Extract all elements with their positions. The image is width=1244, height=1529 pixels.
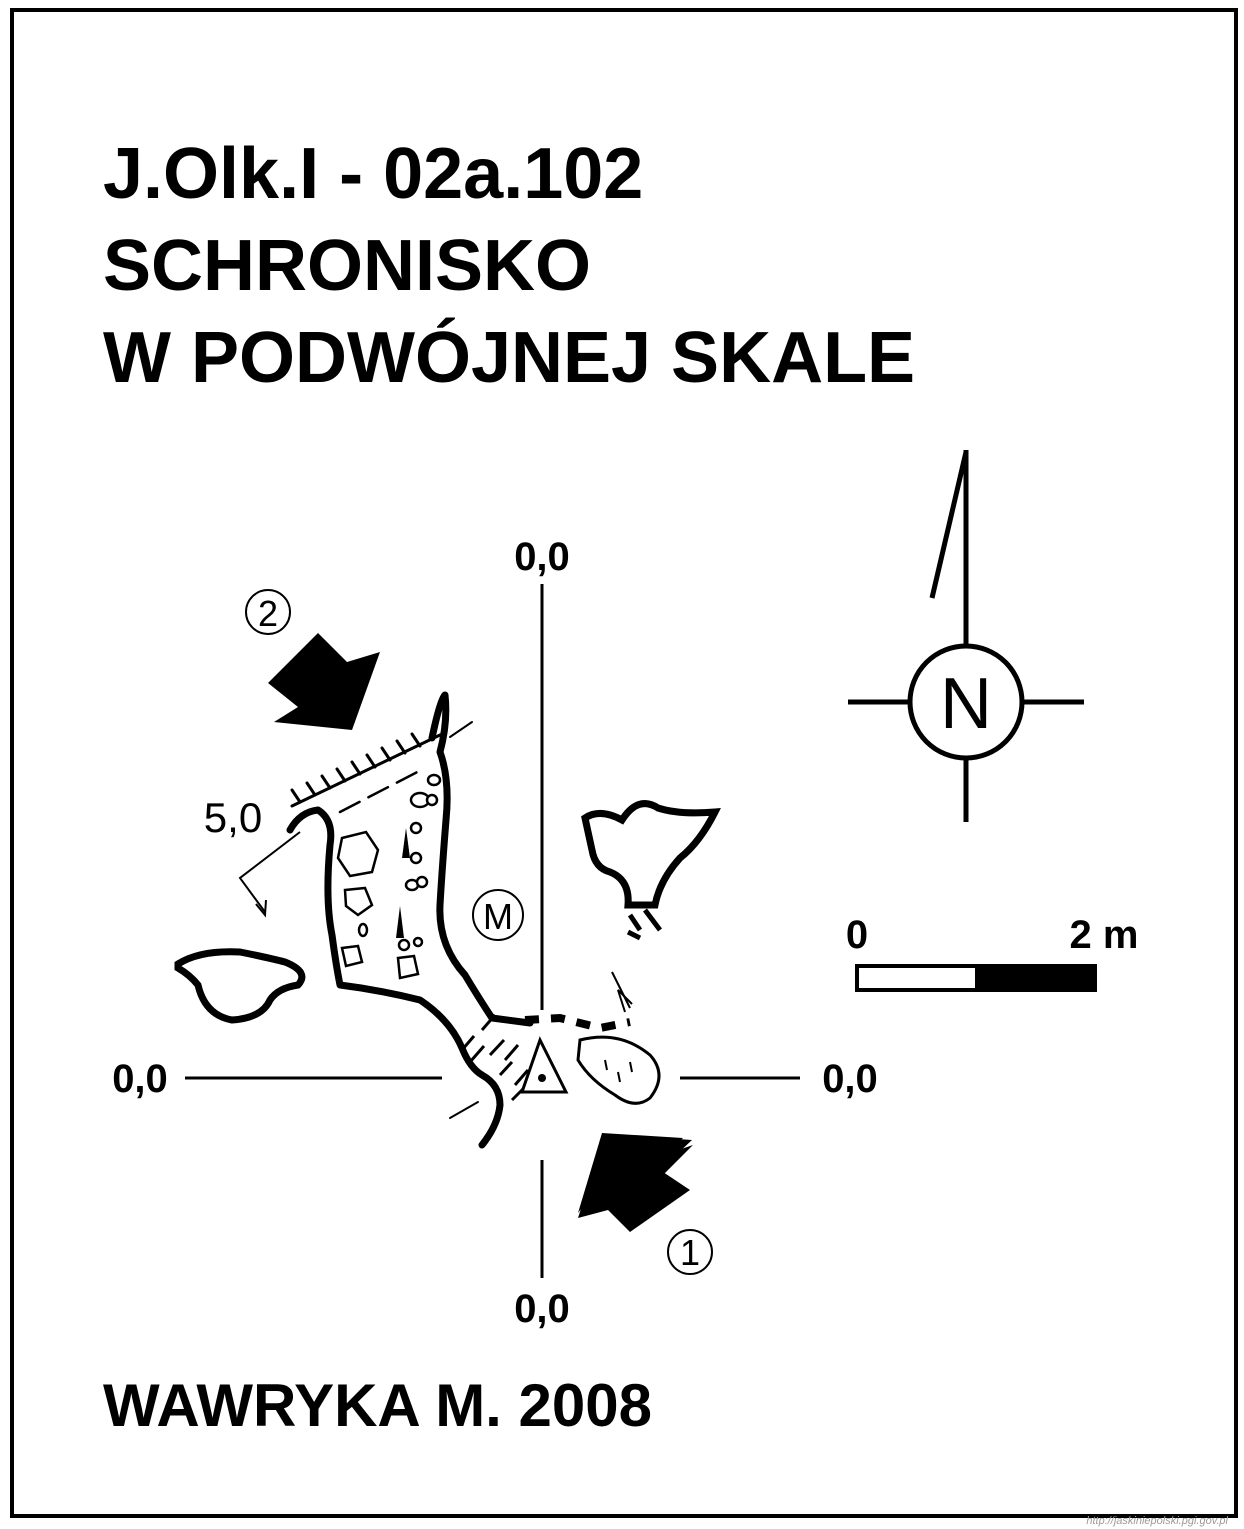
author-credit: WAWRYKA M. 2008 <box>103 1372 652 1439</box>
entrance-arrow-2: 2 <box>245 589 380 730</box>
pebble <box>409 851 423 865</box>
height-label: 5,0 <box>204 794 262 841</box>
speleothem-marks <box>396 828 410 938</box>
entrance-marker-2: 2 <box>258 593 278 634</box>
section-tick-ne <box>449 721 473 738</box>
section-arrow-east <box>611 971 633 1013</box>
scale-label-end: 2 m <box>1070 913 1139 957</box>
north-label: N <box>940 664 992 744</box>
east-chamber <box>576 1035 661 1105</box>
grid-label-right: 0,0 <box>822 1057 878 1101</box>
section-tick-sw <box>449 1101 479 1119</box>
cliff-edge <box>290 733 442 808</box>
pebble <box>409 821 423 835</box>
cave-west-wall <box>286 806 504 1149</box>
drip-line <box>338 766 427 814</box>
survey-point-dot <box>538 1074 546 1082</box>
hatched-fill <box>460 1014 530 1102</box>
cliff-hachures <box>290 732 422 804</box>
map-frame <box>10 8 1238 1518</box>
low-passage <box>524 1013 631 1033</box>
pebble <box>397 938 411 952</box>
pebble <box>357 922 369 938</box>
east-chamber-marks <box>604 1059 633 1083</box>
cave-debris <box>336 773 442 980</box>
north-arrow <box>848 450 1084 822</box>
boulder <box>343 886 374 917</box>
boulder <box>336 830 380 878</box>
section-arrow-west <box>238 831 301 918</box>
source-url: http://jaskiniepolski.pgi.gov.pl <box>1086 1515 1228 1527</box>
scale-bar-black <box>975 964 1097 992</box>
entrance-marker-1-circle <box>667 1229 713 1275</box>
entrance-marker-1: 1 <box>680 1232 700 1273</box>
cave-outline <box>286 691 534 1149</box>
pebble <box>412 936 424 948</box>
cave-name-line-2: W PODWÓJNEJ SKALE <box>103 318 916 398</box>
boulder <box>340 944 364 968</box>
rock-outline-east <box>581 800 721 909</box>
marker-m-circle <box>472 889 524 941</box>
rock-outline-west <box>174 948 306 1024</box>
cave-name-line-1: SCHRONISKO <box>103 226 592 306</box>
marker-m: M <box>483 896 513 937</box>
rock-east-hatch <box>626 908 662 941</box>
entrance-marker-2-circle <box>245 589 291 635</box>
grid-label-bottom: 0,0 <box>514 1287 570 1331</box>
entrance-arrow-1: 1 <box>578 1133 713 1275</box>
grid-label-left: 0,0 <box>112 1057 168 1101</box>
scale-bar <box>855 964 1097 992</box>
pebble <box>415 875 429 889</box>
section-lines <box>185 584 800 1278</box>
north-circle <box>907 643 1025 761</box>
north-arrow-barb <box>929 451 969 599</box>
scale-label-start: 0 <box>846 913 868 957</box>
grid-label-top: 0,0 <box>514 535 570 579</box>
boulder <box>396 954 420 980</box>
pebble <box>426 773 442 787</box>
cave-east-wall <box>428 691 534 1027</box>
cave-code-title: J.Olk.I - 02a.102 <box>103 134 644 214</box>
survey-point-triangle <box>519 1036 569 1094</box>
pebble <box>425 793 439 807</box>
scale-bar-white <box>855 964 979 992</box>
